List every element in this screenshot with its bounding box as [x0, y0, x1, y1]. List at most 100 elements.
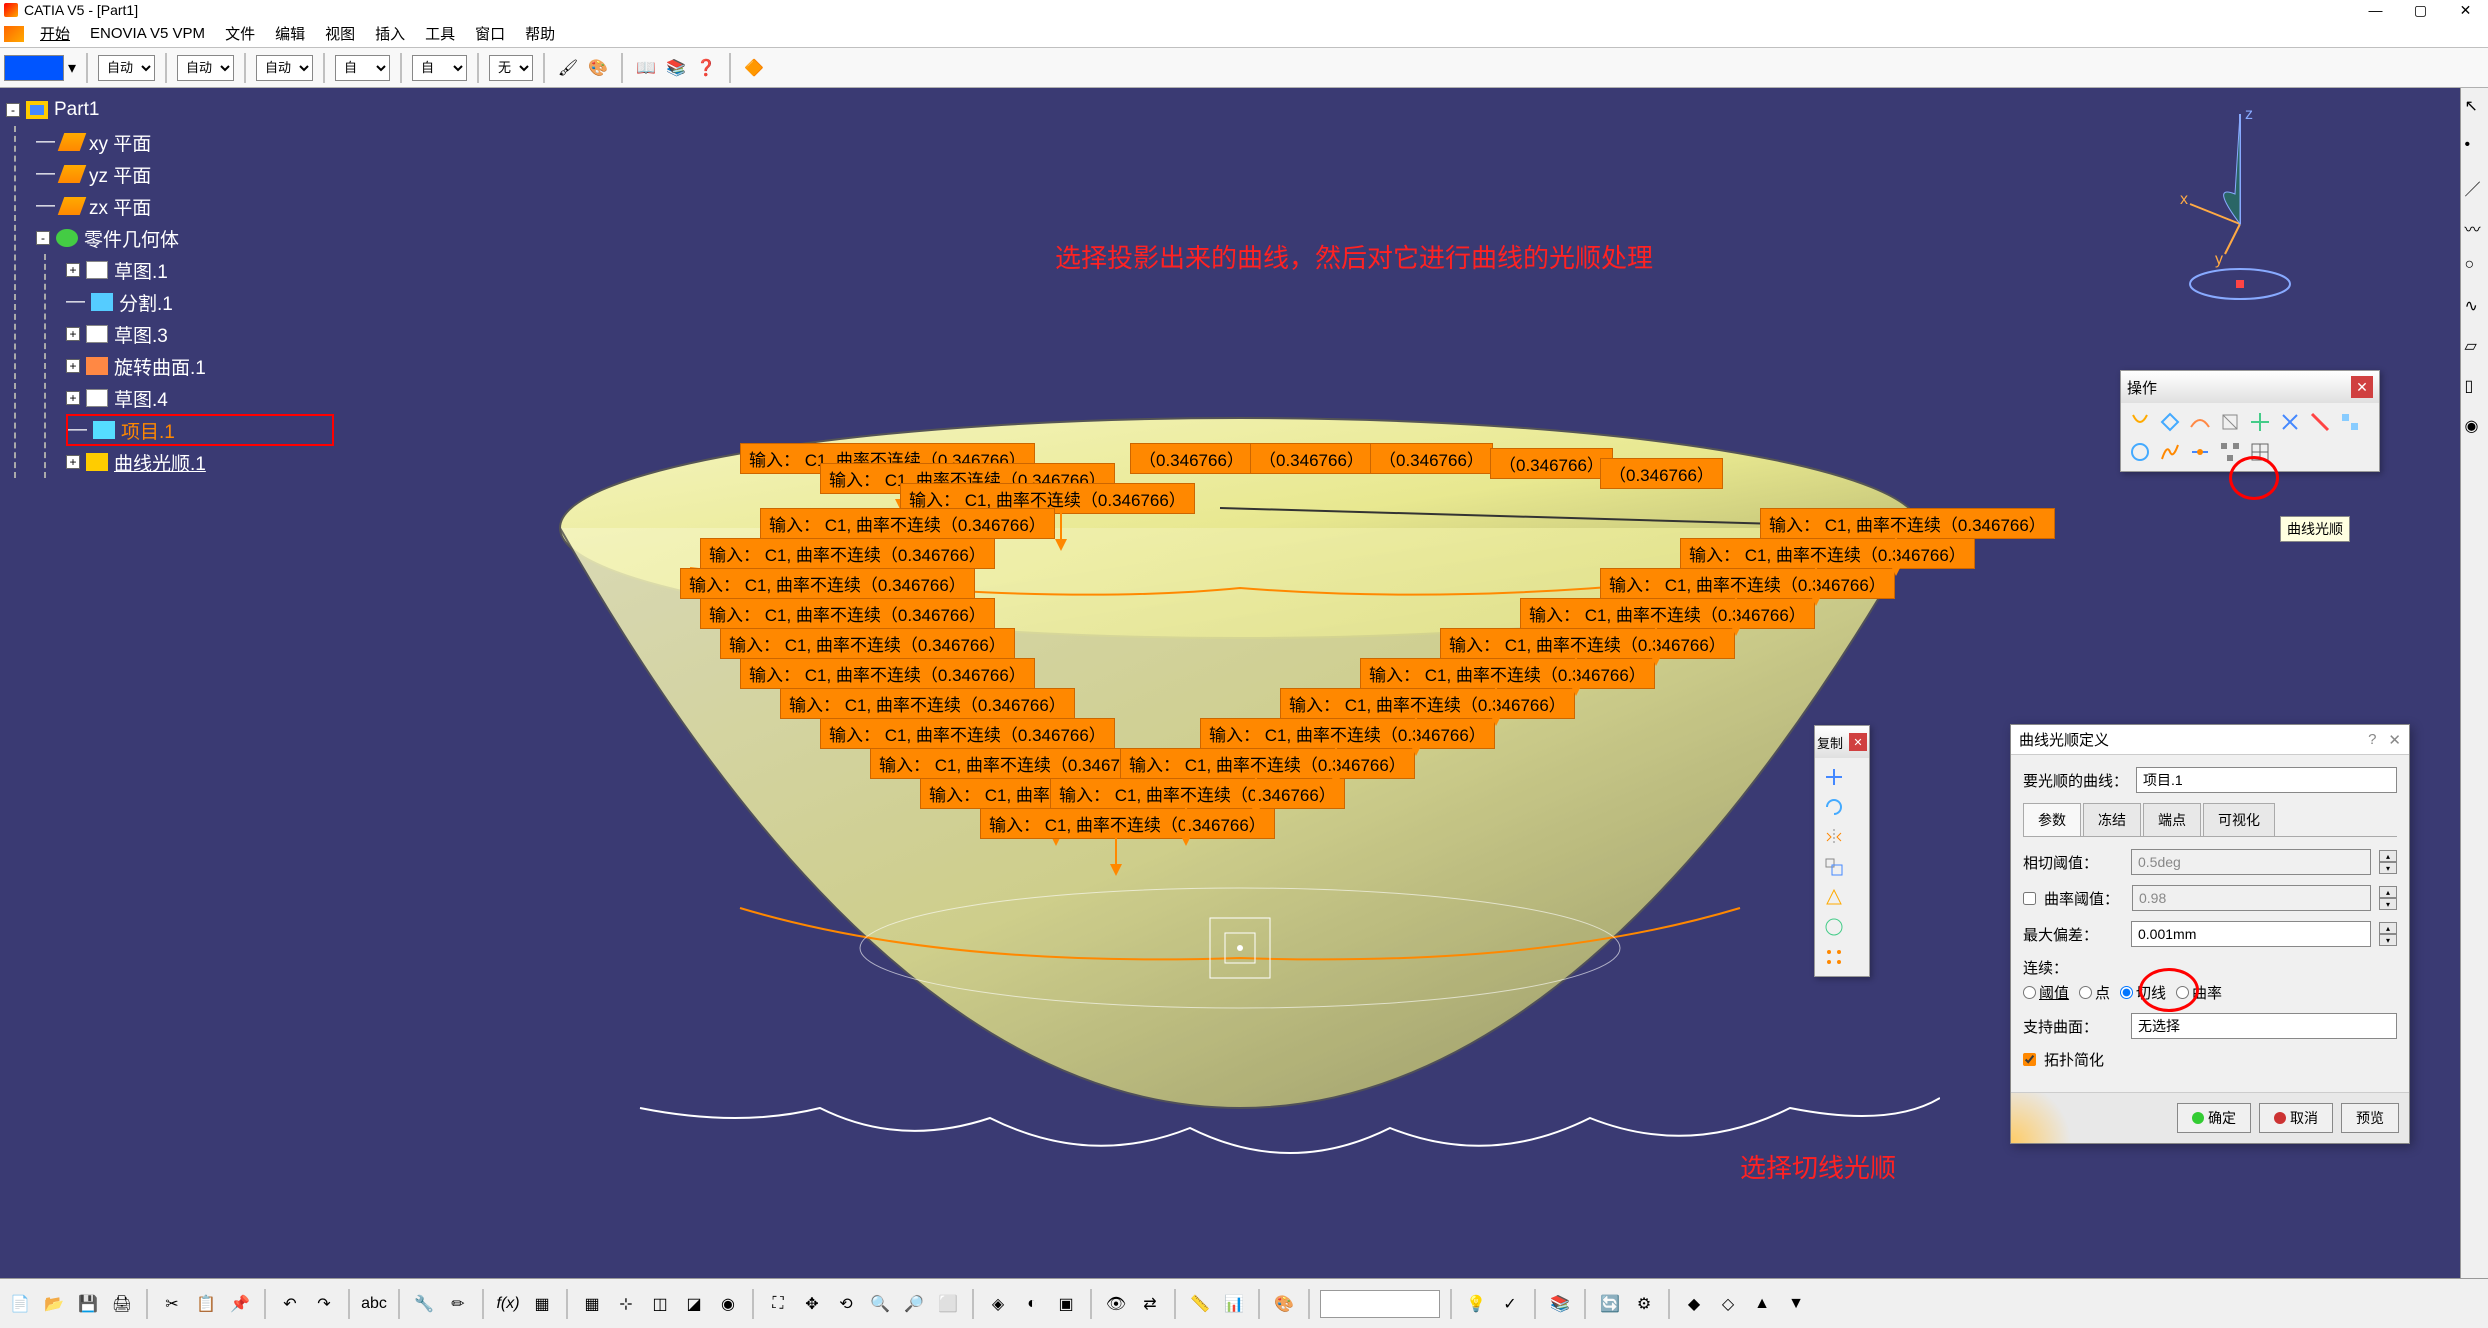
- expand-icon[interactable]: +: [66, 359, 80, 373]
- sphere-icon[interactable]: ◉: [2465, 416, 2485, 436]
- analyze-icon[interactable]: 📊: [1220, 1290, 1248, 1318]
- expand-icon[interactable]: +: [66, 391, 80, 405]
- tree-project1[interactable]: — 项目.1: [66, 414, 334, 446]
- axis-tool-icon[interactable]: ⊹: [612, 1290, 640, 1318]
- viewport-3d[interactable]: - Part1 — xy 平面 — yz 平面 — zx 平面 -零件几何体 +…: [0, 88, 2460, 1278]
- tree-plane-zx[interactable]: — zx 平面: [36, 190, 334, 222]
- rotate-icon[interactable]: [1821, 794, 1847, 820]
- support-input[interactable]: [2131, 1013, 2397, 1039]
- heal-icon[interactable]: [2157, 409, 2183, 435]
- arrow-icon[interactable]: ↖: [2465, 96, 2485, 116]
- pattern-icon[interactable]: [1821, 944, 1847, 970]
- tree-smooth1[interactable]: +曲线光顺.1: [66, 446, 334, 478]
- split-icon[interactable]: [2247, 409, 2273, 435]
- zoom-in-icon[interactable]: 🔍: [866, 1290, 894, 1318]
- normal-view-icon[interactable]: ⬜: [934, 1290, 962, 1318]
- tab-endpoints[interactable]: 端点: [2143, 803, 2201, 836]
- apply-mat-icon[interactable]: 🎨: [1270, 1290, 1298, 1318]
- extrude-icon[interactable]: ▯: [2465, 376, 2485, 396]
- menu-enovia[interactable]: ENOVIA V5 VPM: [80, 23, 215, 44]
- expand-icon[interactable]: +: [66, 455, 80, 469]
- new-icon[interactable]: 📄: [6, 1290, 34, 1318]
- misc4-icon[interactable]: ▼: [1782, 1290, 1810, 1318]
- close-icon[interactable]: ✕: [2388, 731, 2401, 749]
- spin-down[interactable]: ▾: [2379, 862, 2397, 874]
- help-icon[interactable]: ?: [2368, 731, 2376, 748]
- point-icon[interactable]: •: [2465, 136, 2485, 156]
- grid-icon[interactable]: [2247, 439, 2273, 465]
- close-icon[interactable]: ✕: [1849, 733, 1867, 751]
- affinity-icon[interactable]: [1821, 884, 1847, 910]
- radio-tangent[interactable]: 切线: [2120, 982, 2166, 1003]
- close-icon[interactable]: ✕: [2351, 376, 2373, 398]
- ok-button[interactable]: 确定: [2177, 1103, 2251, 1133]
- boundary-icon[interactable]: [2127, 439, 2153, 465]
- workbench-icon[interactable]: 🔧: [410, 1290, 438, 1318]
- menu-help[interactable]: 帮助: [515, 21, 565, 46]
- tangent-threshold-input[interactable]: [2131, 849, 2371, 875]
- redo-icon[interactable]: ↷: [310, 1290, 338, 1318]
- tree-sketch4[interactable]: +草图.4: [66, 382, 334, 414]
- paste-icon[interactable]: 📌: [226, 1290, 254, 1318]
- near-icon[interactable]: [2187, 439, 2213, 465]
- menu-start[interactable]: 开始: [30, 21, 80, 46]
- hide-icon[interactable]: 👁: [1102, 1290, 1130, 1318]
- join-icon[interactable]: [2127, 409, 2153, 435]
- spin-up[interactable]: ▴: [2379, 850, 2397, 862]
- symmetry-icon[interactable]: [1821, 824, 1847, 850]
- menu-view[interactable]: 视图: [315, 21, 365, 46]
- curvature-threshold-input[interactable]: [2132, 885, 2371, 911]
- menu-insert[interactable]: 插入: [365, 21, 415, 46]
- radio-point[interactable]: 点: [2079, 982, 2110, 1003]
- save-icon[interactable]: 💾: [74, 1290, 102, 1318]
- spline-icon[interactable]: ∿: [2465, 296, 2485, 316]
- update-icon[interactable]: 🔄: [1596, 1290, 1624, 1318]
- plane-tool-icon[interactable]: ▱: [2465, 336, 2485, 356]
- open-icon[interactable]: 📂: [40, 1290, 68, 1318]
- expand-icon[interactable]: -: [6, 103, 20, 117]
- misc3-icon[interactable]: ▲: [1748, 1290, 1776, 1318]
- sketch-tool-icon[interactable]: ✏: [444, 1290, 472, 1318]
- catalog-icon[interactable]: 📚: [663, 55, 689, 81]
- operations-toolbar-header[interactable]: 操作 ✕: [2121, 371, 2379, 403]
- curvature-checkbox[interactable]: [2023, 892, 2036, 905]
- tree-split1[interactable]: — 分割.1: [66, 286, 334, 318]
- translate-icon[interactable]: [1821, 764, 1847, 790]
- iso-icon[interactable]: ◈: [984, 1290, 1012, 1318]
- maxdev-input[interactable]: [2131, 921, 2371, 947]
- preview-button[interactable]: 预览: [2341, 1103, 2399, 1133]
- check-icon[interactable]: ✓: [1496, 1290, 1524, 1318]
- curve-icon[interactable]: 〰: [2465, 216, 2485, 236]
- tab-freeze[interactable]: 冻结: [2083, 803, 2141, 836]
- dropdown-auto3[interactable]: 自动: [256, 55, 313, 81]
- manual-icon[interactable]: ⚙: [1630, 1290, 1658, 1318]
- dropdown-auto5[interactable]: 自: [412, 55, 467, 81]
- material-icon[interactable]: 🔶: [741, 55, 767, 81]
- dropdown-auto4[interactable]: 自: [335, 55, 390, 81]
- tree-body[interactable]: -零件几何体: [36, 222, 334, 254]
- rotate-view-icon[interactable]: ⟲: [832, 1290, 860, 1318]
- table-icon[interactable]: ▦: [528, 1290, 556, 1318]
- knowledge-icon[interactable]: 💡: [1462, 1290, 1490, 1318]
- line-icon[interactable]: ／: [2465, 176, 2485, 196]
- circle-icon[interactable]: ○: [2465, 256, 2485, 276]
- spin-down[interactable]: ▾: [2379, 934, 2397, 946]
- smooth-curve-icon[interactable]: [2157, 439, 2183, 465]
- cancel-button[interactable]: 取消: [2259, 1103, 2333, 1133]
- trim-icon[interactable]: [2277, 409, 2303, 435]
- misc1-icon[interactable]: ◆: [1680, 1290, 1708, 1318]
- menu-window[interactable]: 窗口: [465, 21, 515, 46]
- radio-threshold[interactable]: 阈值: [2023, 982, 2069, 1003]
- tree-plane-yz[interactable]: — yz 平面: [36, 158, 334, 190]
- tree-sketch1[interactable]: +草图.1: [66, 254, 334, 286]
- curve-input[interactable]: [2136, 767, 2397, 793]
- copy-icon[interactable]: 📋: [192, 1290, 220, 1318]
- tree-sketch3[interactable]: +草图.3: [66, 318, 334, 350]
- close-button[interactable]: ✕: [2443, 0, 2488, 20]
- print-icon[interactable]: 🖨: [108, 1290, 136, 1318]
- radio-curvature[interactable]: 曲率: [2176, 982, 2222, 1003]
- compass-3d[interactable]: z x y: [2180, 104, 2300, 304]
- shade2-icon[interactable]: ◐: [1018, 1290, 1046, 1318]
- minimize-button[interactable]: —: [2353, 0, 2398, 20]
- book-icon[interactable]: 📖: [633, 55, 659, 81]
